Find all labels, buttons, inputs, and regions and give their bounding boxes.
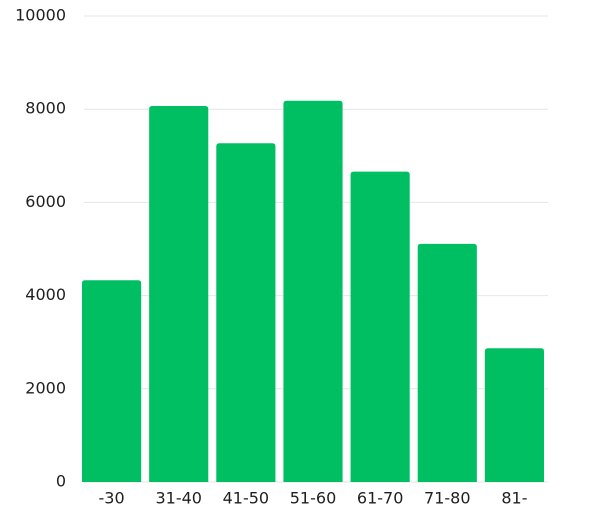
x-tick-label: 61-70 bbox=[357, 489, 404, 508]
x-tick-label: 81- bbox=[501, 489, 527, 508]
bar-61-70 bbox=[350, 171, 410, 483]
x-tick-label: 71-80 bbox=[424, 489, 471, 508]
x-tick-label: -30 bbox=[99, 489, 125, 508]
bar-71-80 bbox=[417, 243, 477, 482]
bar-31-40 bbox=[149, 105, 209, 483]
x-tick-label: 31-40 bbox=[155, 489, 202, 508]
y-tick-label: 6000 bbox=[25, 192, 66, 211]
y-tick-label: 2000 bbox=[25, 378, 66, 397]
bar-41-50 bbox=[216, 143, 276, 482]
y-tick-label: 4000 bbox=[25, 285, 66, 304]
x-tick-label: 51-60 bbox=[290, 489, 337, 508]
y-tick-label: 8000 bbox=[25, 99, 66, 118]
y-axis-ticks: 0 2000 4000 6000 8000 10000 bbox=[15, 6, 66, 491]
y-tick-label: 10000 bbox=[15, 6, 66, 25]
bar-51-60 bbox=[283, 100, 343, 482]
bars bbox=[82, 100, 544, 483]
bar--30 bbox=[82, 280, 142, 482]
x-tick-label: 41-50 bbox=[223, 489, 270, 508]
x-axis-ticks: -30 31-40 41-50 51-60 61-70 71-80 81- bbox=[99, 489, 528, 508]
bar-81- bbox=[484, 348, 544, 482]
y-tick-label: 0 bbox=[56, 472, 66, 491]
